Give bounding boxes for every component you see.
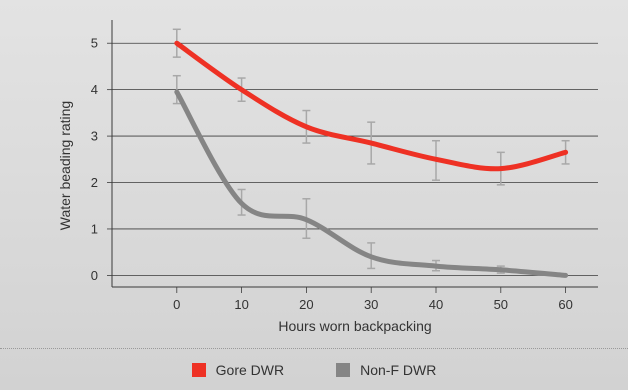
- x-tick-label: 40: [429, 297, 443, 312]
- x-tick-label: 20: [299, 297, 313, 312]
- legend-item-non-f-dwr: Non-F DWR: [336, 362, 436, 378]
- x-tick-label: 10: [234, 297, 248, 312]
- series-line-non-f-dwr: [174, 89, 569, 278]
- x-axis-title: Hours worn backpacking: [278, 318, 431, 334]
- legend-item-gore-dwr: Gore DWR: [191, 362, 285, 378]
- legend-swatch-gore-dwr: [191, 363, 206, 377]
- y-tick-label: 1: [91, 221, 98, 236]
- y-axis-title: Water beading rating: [57, 101, 73, 230]
- gridlines: [112, 42, 598, 276]
- series-line-gore-dwr: [174, 40, 569, 172]
- legend-label-gore-dwr: Gore DWR: [215, 362, 285, 378]
- legend-swatch-non-f-dwr: [336, 363, 351, 377]
- y-tick-label: 3: [91, 129, 98, 144]
- x-tick-label: 60: [558, 297, 572, 312]
- x-tick-label: 0: [173, 297, 180, 312]
- series-lines: [174, 40, 569, 278]
- y-tick-label: 5: [91, 36, 98, 51]
- x-tick-label: 30: [364, 297, 378, 312]
- x-tick-label: 50: [494, 297, 508, 312]
- legend-label-non-f-dwr: Non-F DWR: [360, 362, 437, 378]
- error-bars: [172, 28, 570, 274]
- legend: Gore DWR Non-F DWR: [0, 348, 628, 391]
- y-tick-label: 0: [91, 268, 98, 283]
- y-tick-label: 4: [91, 82, 98, 97]
- y-tick-label: 2: [91, 175, 98, 190]
- axes: [107, 20, 598, 293]
